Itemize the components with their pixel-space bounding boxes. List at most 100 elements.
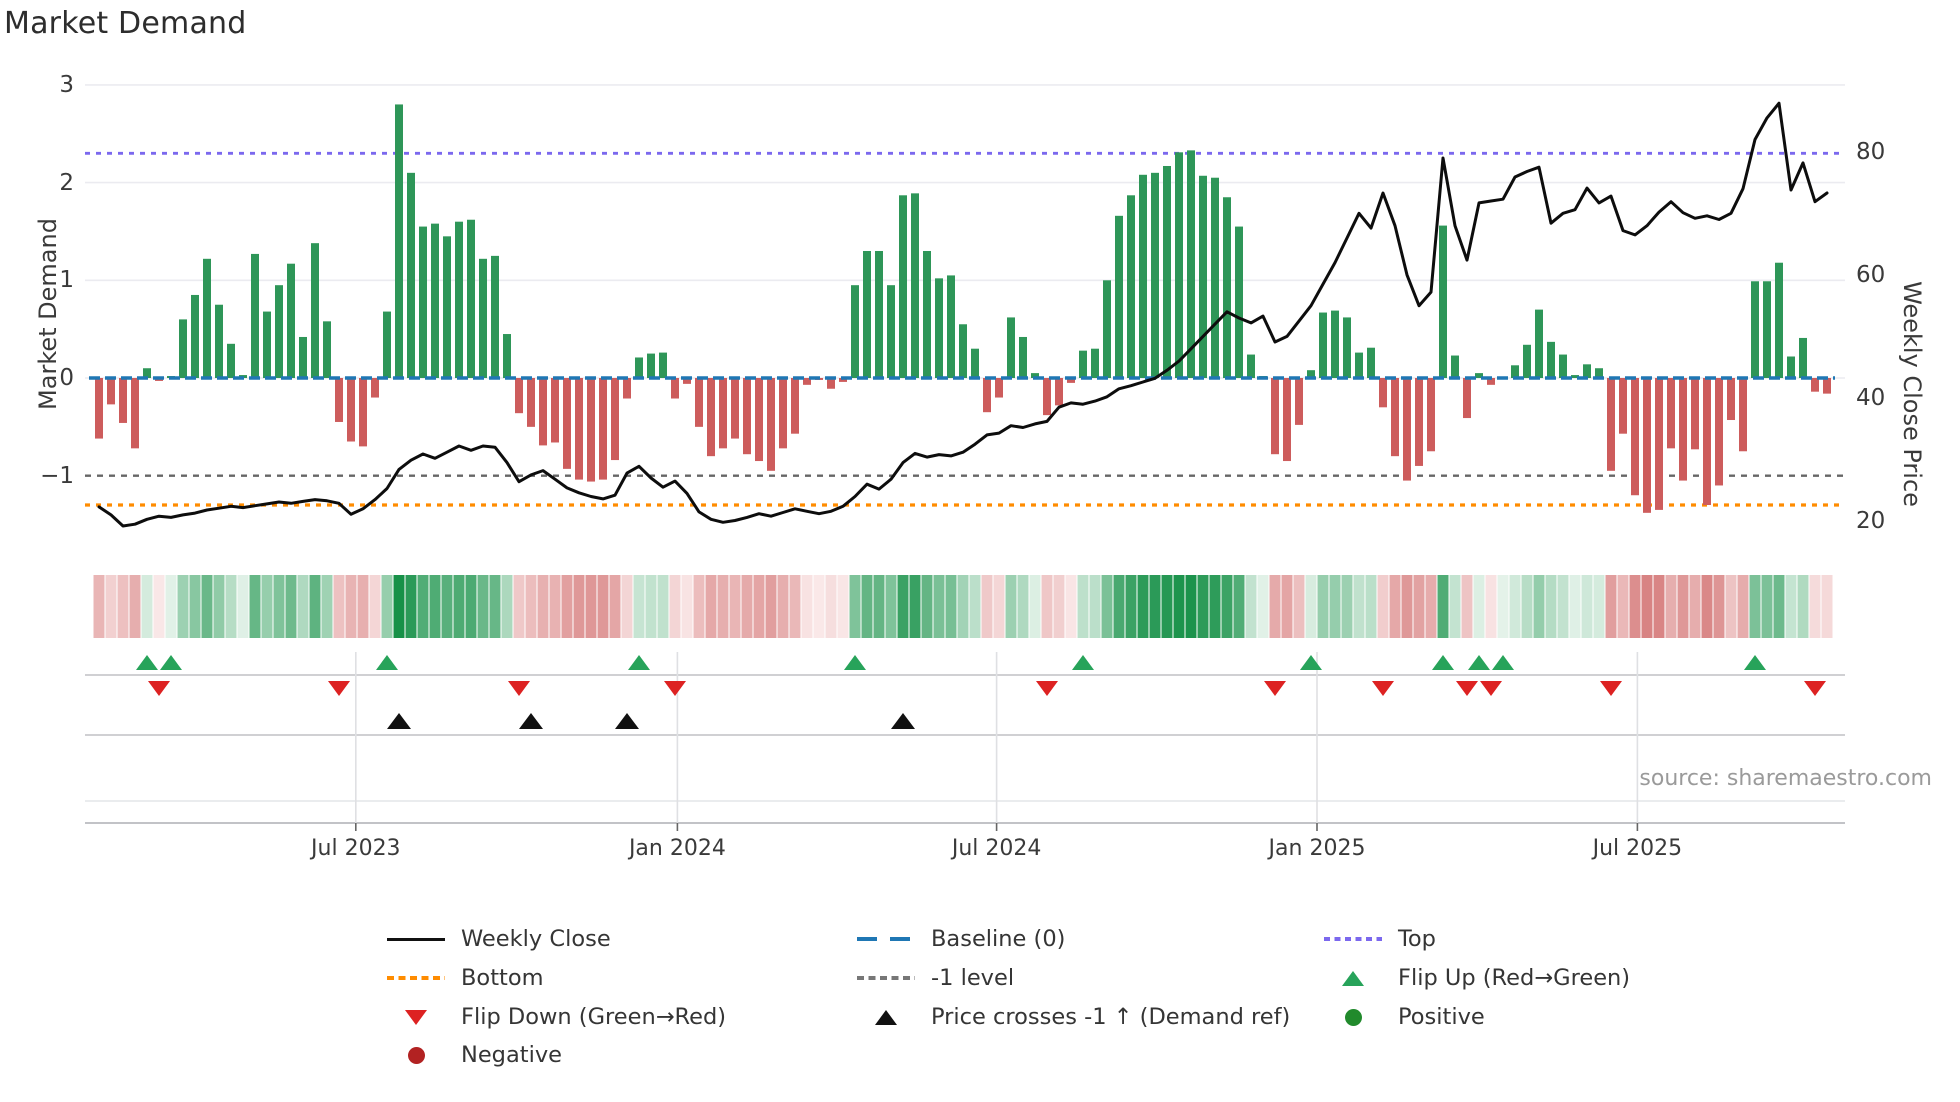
demand-bar (1679, 378, 1687, 481)
heatmap-cell (1173, 575, 1185, 638)
heatmap-cell (417, 575, 429, 638)
heatmap-cell (213, 575, 225, 638)
heatmap-cell (1509, 575, 1521, 638)
demand-bar (1115, 215, 1123, 378)
demand-bar (755, 378, 763, 462)
legend-item: Top (1320, 924, 1436, 954)
demand-bar (299, 336, 307, 378)
demand-bar (1223, 197, 1231, 378)
heatmap-cell (729, 575, 741, 638)
dash-purple-icon (1320, 937, 1386, 941)
demand-bar (1031, 373, 1039, 378)
heatmap-cell (1497, 575, 1509, 638)
heatmap-cell (249, 575, 261, 638)
heatmap-cell (921, 575, 933, 638)
heatmap-cell (1461, 575, 1473, 638)
demand-bar (1415, 378, 1423, 466)
heatmap-cell (777, 575, 789, 638)
flip-down-marker (148, 681, 170, 696)
demand-bar (1439, 225, 1447, 378)
heatmap-cell (1701, 575, 1713, 638)
heatmap-cell (1761, 575, 1773, 638)
heatmap-cell (1185, 575, 1197, 638)
legend-label: Bottom (461, 965, 544, 991)
price-cross-marker (519, 713, 543, 729)
demand-bar (1751, 281, 1759, 378)
heatmap-cell (1269, 575, 1281, 638)
heatmap-cell (1377, 575, 1389, 638)
heatmap-cell (105, 575, 117, 638)
heatmap-cell (1785, 575, 1797, 638)
left-tick-label: 0 (59, 365, 74, 391)
heatmap-cell (189, 575, 201, 638)
heatmap-cell (225, 575, 237, 638)
tri-up-green-icon (1342, 970, 1364, 986)
demand-bar (503, 334, 511, 378)
demand-bar (1535, 309, 1543, 378)
flip-down-marker (508, 681, 530, 696)
tri-down-red-icon (383, 1009, 449, 1025)
heatmap-cell (1449, 575, 1461, 638)
heatmap-cell (1773, 575, 1785, 638)
right-tick-label: 60 (1856, 261, 1886, 288)
flip-up-marker (160, 655, 182, 670)
demand-bar (647, 353, 655, 378)
heatmap-cell (513, 575, 525, 638)
tri-up-black-icon (875, 1009, 897, 1025)
heatmap-cell (1281, 575, 1293, 638)
demand-bar (887, 285, 895, 378)
demand-bar (251, 253, 259, 378)
demand-bar (1619, 378, 1627, 434)
heatmap-cell (753, 575, 765, 638)
heatmap-cell (453, 575, 465, 638)
heatmap-cell (345, 575, 357, 638)
heatmap-cell (609, 575, 621, 638)
demand-bar (1079, 350, 1087, 378)
heatmap-cell (1581, 575, 1593, 638)
demand-bar (803, 378, 811, 385)
demand-bar (347, 378, 355, 442)
heatmap-cell (1689, 575, 1701, 638)
heatmap-cell (525, 575, 537, 638)
demand-bar (947, 275, 955, 378)
demand-bar (1043, 378, 1051, 416)
heatmap-cell (1149, 575, 1161, 638)
demand-bar (1403, 378, 1411, 481)
heatmap-cell (1473, 575, 1485, 638)
heatmap-cell (825, 575, 837, 638)
heatmap-cell (1365, 575, 1377, 638)
heatmap-cell (1341, 575, 1353, 638)
demand-bar (1175, 152, 1183, 378)
demand-bar (671, 378, 679, 399)
legend-item: Positive (1320, 1002, 1485, 1032)
x-tick-label: Jan 2025 (1268, 836, 1366, 861)
heatmap-cell (1017, 575, 1029, 638)
demand-bar (539, 378, 547, 446)
heatmap-cell (885, 575, 897, 638)
heatmap-cell (1101, 575, 1113, 638)
price-cross-marker (891, 713, 915, 729)
demand-bar (659, 352, 667, 378)
heatmap-cell (1797, 575, 1809, 638)
heatmap-cell (837, 575, 849, 638)
heatmap-cell (1533, 575, 1545, 638)
dash-gray-icon (853, 976, 919, 980)
demand-bar (863, 250, 871, 378)
right-tick-label: 40 (1856, 385, 1886, 411)
demand-bar (923, 250, 931, 378)
heatmap-cell (1425, 575, 1437, 638)
heatmap-cell (1077, 575, 1089, 638)
demand-bar (623, 378, 631, 399)
demand-bar (371, 378, 379, 398)
demand-bar (959, 324, 967, 378)
legend-item: Baseline (0) (853, 924, 1065, 954)
heatmap-cell (333, 575, 345, 638)
flip-up-marker (1072, 655, 1094, 670)
demand-bar (1823, 378, 1831, 394)
price-cross-marker (615, 713, 639, 729)
dash-gray-icon (857, 976, 915, 980)
demand-bar (1523, 344, 1531, 378)
heatmap-cell (237, 575, 249, 638)
heatmap-cell (1401, 575, 1413, 638)
